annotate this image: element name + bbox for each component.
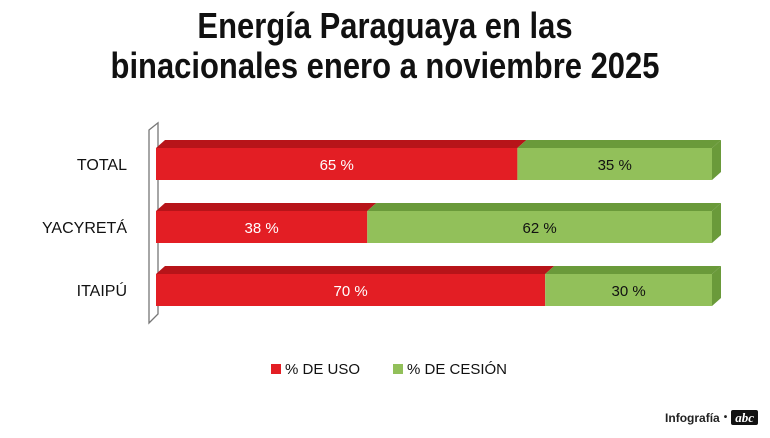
category-label-0: TOTAL: [77, 157, 127, 174]
value-label-0-0: 65 %: [320, 157, 354, 174]
chart-title: Energía Paraguaya en las binacionales en…: [54, 6, 716, 86]
bar-side-2: [712, 266, 721, 306]
category-label-1: YACYRETÁ: [42, 218, 127, 237]
value-label-2-1: 30 %: [611, 283, 645, 300]
legend-label-1: % DE CESIÓN: [407, 361, 507, 378]
axis-wall: [148, 121, 159, 325]
bar-1-0: [156, 211, 368, 243]
bar-top-1-0: [156, 203, 377, 211]
title-line-2: binacionales enero a noviembre 2025: [110, 45, 660, 86]
bar-top-1-1: [367, 203, 721, 211]
value-label-2-0: 70 %: [333, 283, 367, 300]
bar-2-1: [545, 274, 712, 306]
credit-text: Infografía: [665, 410, 720, 425]
bar-top-2-0: [156, 266, 555, 274]
bar-side-1: [712, 203, 721, 243]
bar-0-1: [517, 148, 712, 180]
value-label-0-1: 35 %: [598, 157, 632, 174]
bar-1-1: [367, 211, 712, 243]
category-label-2: ITAIPÚ: [77, 281, 127, 300]
value-label-1-1: 62 %: [523, 220, 557, 237]
bar-top-2-1: [545, 266, 721, 274]
title-line-1: Energía Paraguaya en las: [197, 5, 573, 46]
value-label-1-0: 38 %: [245, 220, 279, 237]
legend-swatch-1: [393, 364, 403, 374]
bar-top-0-1: [517, 140, 721, 148]
legend-label-0: % DE USO: [285, 361, 360, 378]
bar-top-0-0: [156, 140, 527, 148]
credit-separator: •: [723, 412, 728, 423]
bar-side-0: [712, 140, 721, 180]
bar-0-0: [156, 148, 518, 180]
legend-swatch-0: [271, 364, 281, 374]
bar-2-0: [156, 274, 546, 306]
credit: Infografía • abc: [665, 410, 758, 425]
abc-logo: abc: [731, 410, 758, 425]
